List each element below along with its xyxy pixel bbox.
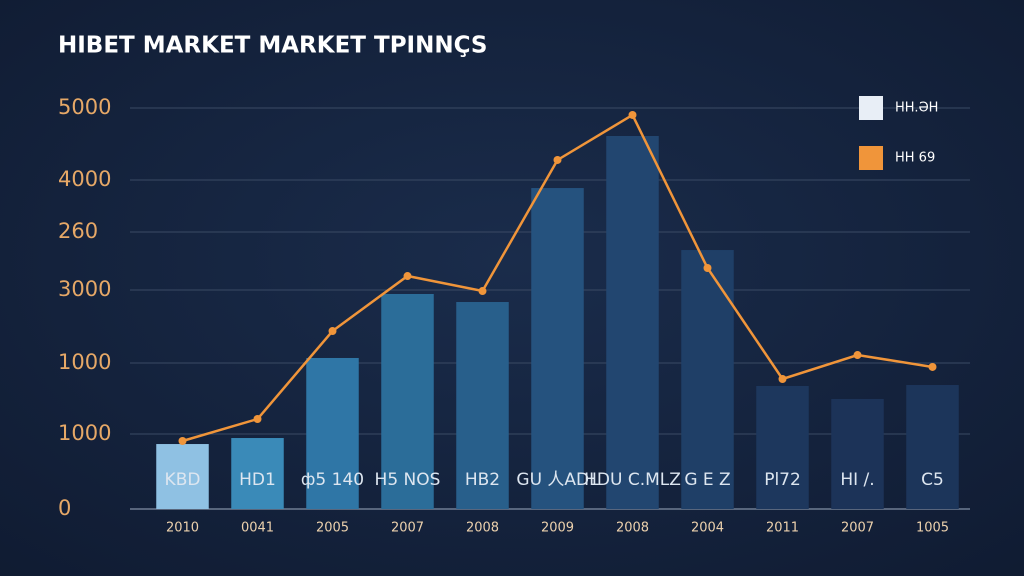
bar-label: HB2 xyxy=(465,470,500,490)
point xyxy=(328,327,337,336)
point xyxy=(253,415,262,424)
chart-title: HIBET MARKET MARKET TPINNÇS xyxy=(58,33,487,59)
point xyxy=(403,272,412,281)
bar-label: KBD xyxy=(165,470,201,490)
legend-label: HH 69 xyxy=(895,151,935,166)
legend-label: HH.ƏH xyxy=(895,101,938,116)
x-tick-label: 0041 xyxy=(241,521,274,536)
point xyxy=(553,155,562,164)
bar-label: HDU C.MLZ xyxy=(584,470,681,490)
bar xyxy=(231,438,284,509)
bar xyxy=(156,444,209,509)
bar xyxy=(381,293,434,509)
legend-swatch xyxy=(859,96,883,120)
bar xyxy=(906,385,959,509)
x-tick-label: 2008 xyxy=(466,521,499,536)
x-tick-label: 2010 xyxy=(166,521,199,536)
bar xyxy=(456,302,509,509)
x-tick-label: 2011 xyxy=(766,521,799,536)
x-tick-label: 2009 xyxy=(541,521,574,536)
bar xyxy=(531,188,584,509)
x-tick-label: 2007 xyxy=(391,521,424,536)
x-tick-label: 2008 xyxy=(616,521,649,536)
y-tick-label: 5000 xyxy=(58,95,111,119)
point xyxy=(178,436,187,445)
x-tick-label: 2005 xyxy=(316,521,349,536)
bar-label: Pl72 xyxy=(764,470,801,490)
point xyxy=(628,110,637,119)
bar-label: H5 NOS xyxy=(375,470,441,490)
point xyxy=(778,374,787,383)
point xyxy=(853,351,862,360)
x-tick-label: 1005 xyxy=(916,521,949,536)
x-tick-label: 2007 xyxy=(841,521,874,536)
x-tick-label: 2004 xyxy=(691,521,724,536)
bar xyxy=(306,357,359,509)
bar-label: HD1 xyxy=(239,470,276,490)
bar-label: GU 人ADL xyxy=(516,470,599,490)
bar xyxy=(831,398,884,509)
y-tick-label: 4000 xyxy=(58,167,111,191)
y-tick-label: 1000 xyxy=(58,421,111,445)
bar-label: C5 xyxy=(921,470,944,490)
bar-label: ф5 140 xyxy=(301,470,364,490)
y-tick-label: 1000 xyxy=(58,350,111,374)
bar-label: G E Z xyxy=(684,470,730,490)
legend-swatch xyxy=(859,146,883,170)
bar-label: HI /. xyxy=(840,470,874,490)
y-tick-label: 0 xyxy=(58,496,71,520)
y-tick-label: 3000 xyxy=(58,277,111,301)
point xyxy=(478,287,487,296)
y-tick-label: 260 xyxy=(58,219,98,243)
bar xyxy=(606,135,659,509)
bar xyxy=(756,385,809,509)
point xyxy=(928,362,937,371)
point xyxy=(703,263,712,272)
